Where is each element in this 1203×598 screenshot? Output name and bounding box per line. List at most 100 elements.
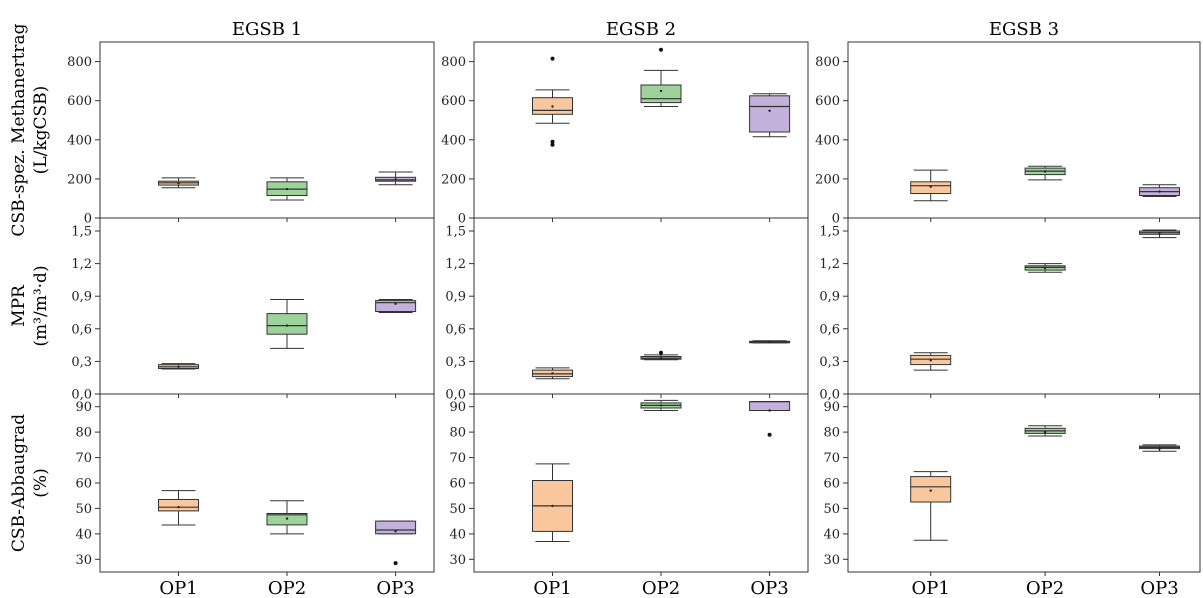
mean-marker — [1043, 430, 1047, 434]
mean-marker — [551, 504, 554, 508]
outlier-point — [393, 561, 398, 566]
box-op2 — [640, 399, 682, 411]
mean-marker — [1043, 266, 1047, 270]
box-op1 — [910, 471, 952, 541]
box-op2 — [640, 47, 682, 107]
box-op3 — [375, 520, 417, 566]
iqr-box — [375, 520, 417, 535]
mean-marker — [659, 89, 663, 93]
y-tick-label: 30 — [823, 553, 840, 568]
y-tick-label: 0,9 — [819, 290, 840, 305]
y-tick-label: 200 — [441, 172, 466, 187]
mean-marker — [394, 302, 397, 305]
y-axis-label-line: (%) — [31, 468, 51, 497]
subplot-mpr-1: 0,0 0,3 0,6 0,9 1,2 1,5 — [71, 217, 435, 403]
y-tick-label: 600 — [815, 94, 840, 109]
mean-marker — [394, 530, 397, 533]
outlier-point — [550, 139, 555, 144]
mean-marker — [551, 105, 554, 108]
mean-marker — [1158, 232, 1161, 235]
y-axis-label-line: CSB-Abbaugrad — [9, 414, 29, 552]
y-tick-label: 80 — [823, 426, 840, 441]
box-op1 — [910, 352, 952, 371]
iqr-box — [910, 476, 952, 503]
box-op3 — [1139, 229, 1180, 239]
y-tick-label: 50 — [823, 502, 840, 517]
box-op3 — [1139, 184, 1180, 197]
subplot-csb-3: 0 200 400 600 800 — [815, 41, 1201, 227]
mean-marker — [929, 185, 932, 188]
y-tick-label: 40 — [823, 527, 840, 542]
y-tick-label: 0,0 — [445, 388, 466, 403]
y-tick-label: 0,3 — [445, 355, 466, 370]
y-tick-label: 0 — [832, 212, 840, 227]
box-op2 — [640, 350, 682, 361]
y-tick-label: 0,0 — [819, 388, 840, 403]
y-tick-label: 0,6 — [445, 322, 466, 337]
y-tick-label: 1,2 — [819, 257, 840, 272]
y-tick-label: 0,3 — [819, 355, 840, 370]
mean-marker — [177, 182, 180, 185]
subplot-abbau-1: 30 40 50 60 70 80 90 — [75, 393, 435, 576]
axes-frame — [473, 393, 809, 573]
y-tick-label: 80 — [449, 426, 466, 441]
axes-frame — [847, 393, 1201, 573]
y-tick-label: 70 — [449, 451, 466, 466]
y-tick-label: 1,2 — [445, 257, 466, 272]
box-op2 — [266, 177, 308, 201]
subplot-csb-2: 0 200 400 600 800 — [441, 41, 809, 227]
x-category-label: OP1 — [533, 578, 571, 598]
y-tick-label: 400 — [441, 133, 466, 148]
mean-marker — [177, 365, 180, 368]
outlier-point — [550, 56, 555, 61]
y-tick-label: 40 — [449, 527, 466, 542]
subplot-csb-1: 0 200 400 600 800 — [67, 41, 435, 227]
y-tick-label: 600 — [67, 94, 92, 109]
outlier-point — [659, 47, 663, 52]
axes-frame — [473, 217, 809, 395]
y-tick-label: 800 — [441, 55, 466, 70]
y-tick-label: 90 — [449, 400, 466, 415]
mean-marker — [1158, 447, 1161, 450]
y-tick-label: 800 — [67, 55, 92, 70]
box-op1 — [532, 56, 573, 147]
y-tick-label: 30 — [449, 553, 466, 568]
mean-marker — [1043, 170, 1047, 173]
box-op3 — [749, 340, 791, 344]
y-axis-label: MPR (m³/m³·d) — [9, 265, 51, 346]
y-tick-label: 60 — [75, 477, 92, 492]
box-op2 — [1024, 425, 1066, 437]
axes-frame — [99, 393, 435, 573]
y-tick-label: 0 — [84, 212, 92, 227]
iqr-box — [375, 300, 417, 313]
box-op3 — [1139, 444, 1180, 452]
mean-marker — [659, 356, 663, 360]
box-op1 — [158, 363, 199, 370]
mean-marker — [285, 517, 289, 520]
box-op2 — [266, 299, 308, 349]
box-op2 — [1024, 165, 1066, 181]
box-op3 — [375, 299, 417, 313]
y-axis-label-line: (m³/m³·d) — [31, 265, 51, 346]
mean-marker — [285, 187, 289, 191]
y-axis-label-line: CSB-spez. Methanertrag — [9, 23, 29, 236]
y-tick-label: 0 — [458, 212, 466, 227]
panel-title: EGSB 1 — [232, 19, 302, 40]
subplot-mpr-3: 0,0 0,3 0,6 0,9 1,2 1,5 — [819, 217, 1201, 403]
mean-marker — [768, 109, 771, 113]
iqr-box — [266, 313, 308, 335]
x-category-label: OP2 — [1026, 578, 1064, 598]
x-category-label: OP2 — [642, 578, 680, 598]
y-axis-label: CSB-Abbaugrad (%) — [9, 414, 51, 552]
panel-title: EGSB 3 — [989, 19, 1059, 40]
box-op1 — [910, 169, 952, 202]
y-axis-label-line: (L/kgCSB) — [31, 86, 51, 175]
iqr-box — [749, 401, 791, 412]
iqr-box — [640, 84, 682, 104]
y-tick-label: 1,5 — [71, 225, 92, 240]
y-tick-label: 0,0 — [71, 388, 92, 403]
subplot-mpr-2: 0,0 0,3 0,6 0,9 1,2 1,5 — [445, 217, 809, 403]
mean-marker — [285, 324, 289, 327]
y-tick-label: 50 — [449, 502, 466, 517]
y-axis-label-line: MPR — [9, 284, 29, 327]
